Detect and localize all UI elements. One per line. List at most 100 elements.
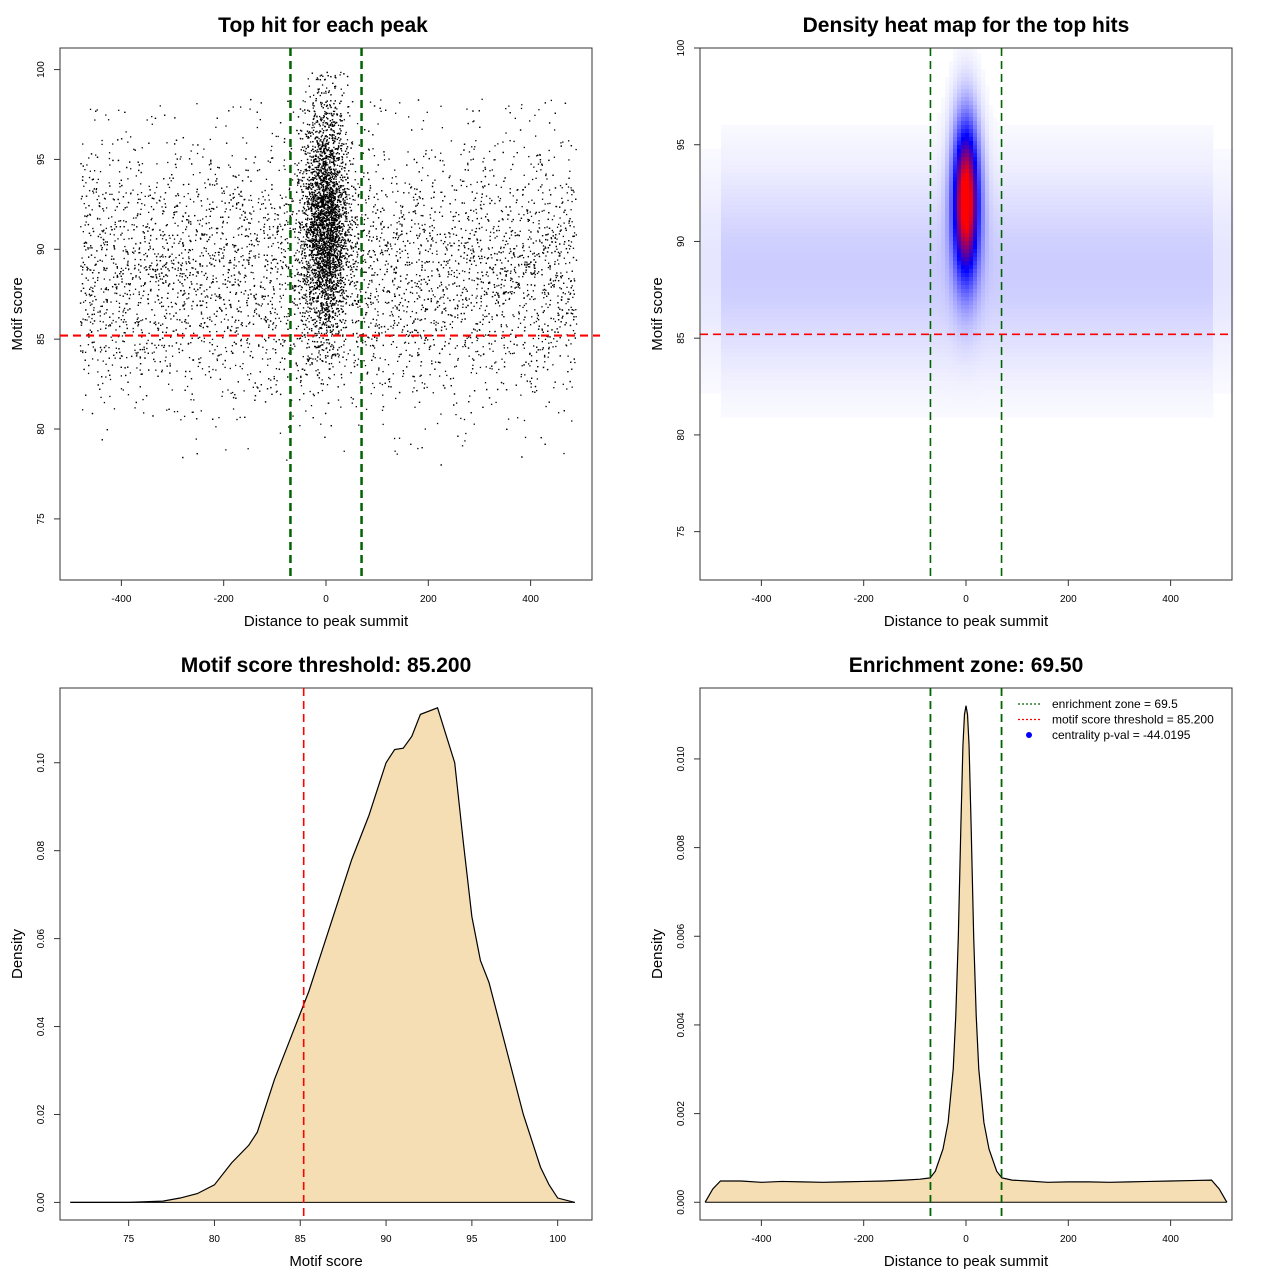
scatter-point — [471, 302, 472, 303]
scatter-point — [300, 281, 301, 282]
scatter-point — [517, 417, 518, 418]
scatter-point — [413, 199, 414, 200]
scatter-point — [182, 333, 183, 334]
scatter-point — [184, 290, 185, 291]
scatter-point — [496, 275, 497, 276]
scatter-point — [566, 388, 567, 389]
scatter-point — [299, 425, 300, 426]
scatter-point — [261, 102, 262, 103]
scatter-point — [213, 208, 214, 209]
scatter-point — [480, 367, 481, 368]
scatter-point — [409, 361, 410, 362]
scatter-point — [456, 235, 457, 236]
scatter-point — [229, 260, 230, 261]
scatter-point — [491, 404, 492, 405]
scatter-point — [268, 246, 269, 247]
scatter-point — [227, 287, 228, 288]
scatter-point — [363, 360, 364, 361]
scatter-point — [214, 313, 215, 314]
scatter-point — [451, 140, 452, 141]
scatter-point — [367, 373, 368, 374]
scatter-point — [548, 219, 549, 220]
scatter-point — [542, 349, 543, 350]
scatter-point — [135, 217, 136, 218]
scatter-point — [446, 261, 447, 262]
scatter-point — [440, 192, 441, 193]
scatter-point — [179, 202, 180, 203]
scatter-point — [425, 282, 426, 283]
scatter-point — [543, 332, 544, 333]
scatter-point — [412, 311, 413, 312]
scatter-point — [239, 217, 240, 218]
scatter-point — [539, 154, 540, 155]
scatter-point — [303, 356, 304, 357]
scatter-point — [176, 167, 177, 168]
scatter-point — [510, 248, 511, 249]
scatter-point — [263, 217, 264, 218]
scatter-point — [123, 296, 124, 297]
scatter-point — [196, 229, 197, 230]
scatter-point — [377, 258, 378, 259]
scatter-point — [117, 238, 118, 239]
scatter-point — [306, 290, 307, 291]
scatter-point — [250, 195, 251, 196]
scatter-point — [474, 146, 475, 147]
scatter-point — [119, 203, 120, 204]
scatter-point — [257, 170, 258, 171]
scatter-point — [297, 242, 298, 243]
scatter-point — [126, 324, 127, 325]
scatter-point — [380, 253, 381, 254]
scatter-point — [92, 228, 93, 229]
scatter-point — [234, 268, 235, 269]
scatter-point — [377, 238, 378, 239]
scatter-point — [561, 203, 562, 204]
scatter-point — [207, 296, 208, 297]
scatter-point — [395, 273, 396, 274]
scatter-point — [495, 402, 496, 403]
scatter-point — [307, 359, 308, 360]
scatter-point — [192, 144, 193, 145]
scatter-point — [124, 246, 125, 247]
scatter-point — [93, 346, 94, 347]
scatter-point — [390, 326, 391, 327]
scatter-point — [439, 285, 440, 286]
scatter-point — [509, 299, 510, 300]
scatter-point — [244, 213, 245, 214]
scatter-point — [350, 269, 351, 270]
scatter-point — [287, 276, 288, 277]
scatter-point — [522, 307, 523, 308]
scatter-point — [305, 410, 306, 411]
scatter-point — [373, 353, 374, 354]
scatter-point — [454, 276, 455, 277]
scatter-point — [504, 293, 505, 294]
scatter-point — [358, 204, 359, 205]
scatter-point — [571, 307, 572, 308]
scatter-point — [396, 347, 397, 348]
scatter-point — [549, 245, 550, 246]
y-tick-label: 95 — [36, 153, 47, 165]
scatter-point — [164, 199, 165, 200]
scatter-point — [82, 143, 83, 144]
scatter-point — [302, 332, 303, 333]
scatter-point — [222, 283, 223, 284]
scatter-point — [481, 298, 482, 299]
scatter-point — [206, 265, 207, 266]
scatter-point — [277, 214, 278, 215]
scatter-point — [507, 219, 508, 220]
scatter-point — [188, 252, 189, 253]
scatter-point — [373, 319, 374, 320]
scatter-point — [504, 337, 505, 338]
scatter-point — [111, 322, 112, 323]
scatter-point — [254, 312, 255, 313]
scatter-point — [140, 259, 141, 260]
scatter-point — [241, 339, 242, 340]
scatter-point — [413, 322, 414, 323]
scatter-point — [273, 243, 274, 244]
scatter-point — [379, 240, 380, 241]
scatter-point — [449, 300, 450, 301]
scatter-point — [536, 347, 537, 348]
scatter-point — [425, 428, 426, 429]
scatter-point — [284, 340, 285, 341]
scatter-point — [257, 244, 258, 245]
